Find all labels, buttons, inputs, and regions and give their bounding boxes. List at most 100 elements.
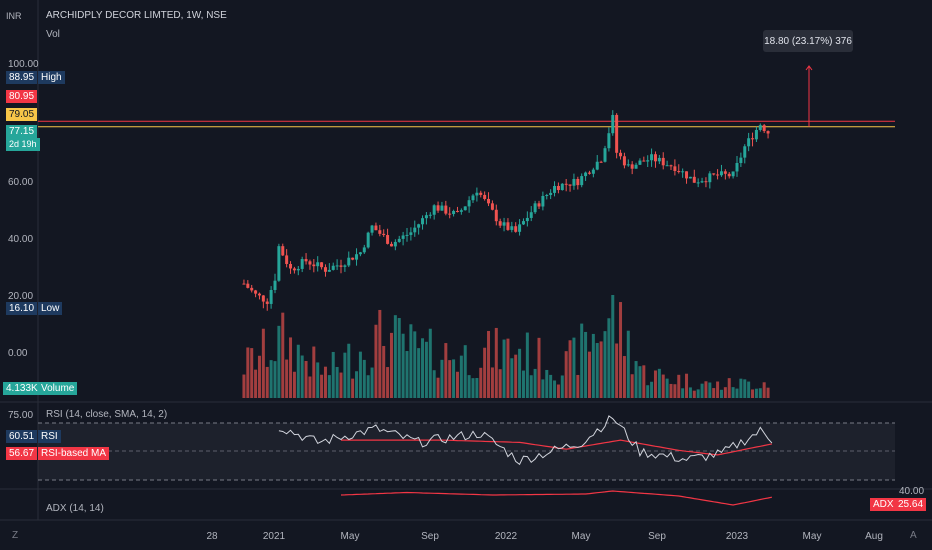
candle-body: [246, 283, 250, 288]
rsi-line[interactable]: [278, 415, 773, 466]
time-tick: May: [341, 531, 360, 542]
candle-body: [421, 218, 425, 225]
candle-body: [692, 176, 696, 183]
candle-body: [657, 157, 661, 162]
volume-bar: [758, 388, 762, 398]
candle-body: [661, 157, 665, 166]
adx-top-tick: 40.00: [899, 486, 924, 497]
volume-bar: [323, 366, 327, 398]
volume-bar: [444, 343, 448, 398]
volume-bar: [347, 343, 351, 398]
auto-scale-icon[interactable]: A: [910, 530, 917, 541]
time-tick: May: [572, 531, 591, 542]
candle-body: [716, 174, 720, 176]
volume-bar: [518, 348, 522, 398]
candle-body: [560, 183, 564, 191]
candle-body: [386, 235, 390, 244]
volume-bar: [424, 341, 428, 398]
candle-body: [378, 230, 382, 234]
volume-bar: [514, 354, 518, 398]
volume-bar: [506, 338, 510, 398]
candle-body: [343, 265, 347, 267]
volume-bar: [440, 359, 444, 398]
volume-bar: [537, 337, 541, 398]
volume-bar: [572, 337, 576, 398]
volume-bar: [502, 339, 506, 398]
candle-body: [545, 194, 549, 196]
volume-bar: [355, 371, 359, 398]
candles-group[interactable]: [242, 110, 770, 311]
volume-bar: [591, 333, 595, 398]
volume-indicator-label[interactable]: Vol: [46, 29, 60, 40]
chart-title[interactable]: ARCHIDPLY DECOR LIMTED, 1W, NSE: [46, 10, 227, 21]
volume-group[interactable]: [242, 295, 770, 398]
candle-body: [754, 129, 758, 140]
candle-body: [265, 301, 269, 304]
candle-body: [572, 178, 576, 186]
yellow-line-tag: 79.05: [6, 108, 38, 121]
time-tick: 2022: [495, 531, 518, 542]
measure-tooltip: 18.80 (23.17%) 376: [763, 30, 853, 52]
candle-body: [688, 176, 692, 179]
volume-bar: [436, 377, 440, 398]
candle-body: [541, 195, 545, 207]
volume-bar: [731, 387, 735, 398]
candle-body: [428, 214, 432, 216]
tradingview-logo-icon[interactable]: Z: [12, 530, 19, 541]
candle-body: [665, 165, 669, 167]
candle-body: [595, 161, 599, 170]
candle-body: [712, 173, 716, 175]
candle-body: [556, 185, 560, 191]
volume-bar: [281, 312, 285, 398]
volume-bar: [339, 372, 343, 398]
candle-body: [366, 232, 370, 248]
candle-body: [626, 164, 630, 166]
price-tick: 100.00: [8, 59, 39, 70]
volume-bar: [374, 324, 378, 398]
volume-bar: [545, 369, 549, 398]
candle-body: [723, 171, 727, 174]
volume-bar: [494, 327, 498, 398]
volume-bar: [312, 346, 316, 398]
candle-body: [347, 257, 351, 266]
volume-bar: [661, 374, 665, 398]
candle-body: [514, 226, 518, 232]
time-axis[interactable]: 28 2021 May Sep 2022 May Sep 2023 May Aug: [206, 531, 882, 542]
candle-body: [242, 283, 246, 285]
volume-bar: [747, 381, 751, 398]
candle-body: [351, 257, 355, 260]
volume-bar: [587, 351, 591, 398]
volume-bar: [681, 388, 685, 398]
rsi-label-tag: RSI: [38, 430, 61, 443]
candle-body: [261, 295, 265, 302]
volume-bar: [257, 355, 261, 398]
adx-title[interactable]: ADX (14, 14): [46, 503, 104, 514]
candle-body: [533, 203, 537, 213]
volume-bar: [475, 377, 479, 398]
candle-body: [685, 171, 689, 179]
candle-body: [642, 160, 646, 162]
candle-body: [490, 203, 494, 210]
volume-bar: [688, 387, 692, 398]
candle-body: [463, 206, 467, 211]
volume-bar: [479, 367, 483, 398]
price-tick: 0.00: [8, 348, 28, 359]
candle-body: [331, 265, 335, 270]
volume-bar: [490, 367, 494, 398]
candle-body: [413, 227, 417, 233]
volume-bar: [413, 331, 417, 398]
rsi-title[interactable]: RSI (14, close, SMA, 14, 2): [46, 409, 168, 420]
candle-body: [300, 259, 304, 269]
volume-bar: [564, 351, 568, 398]
volume-bar: [766, 387, 770, 398]
candle-body: [696, 182, 700, 184]
volume-bar: [448, 360, 452, 398]
volume-bar: [657, 368, 661, 398]
candle-body: [250, 287, 254, 291]
volume-bar: [556, 384, 560, 398]
volume-bar: [242, 374, 246, 398]
candle-body: [580, 176, 584, 186]
candle-body: [743, 146, 747, 158]
adx-line[interactable]: [340, 490, 773, 506]
